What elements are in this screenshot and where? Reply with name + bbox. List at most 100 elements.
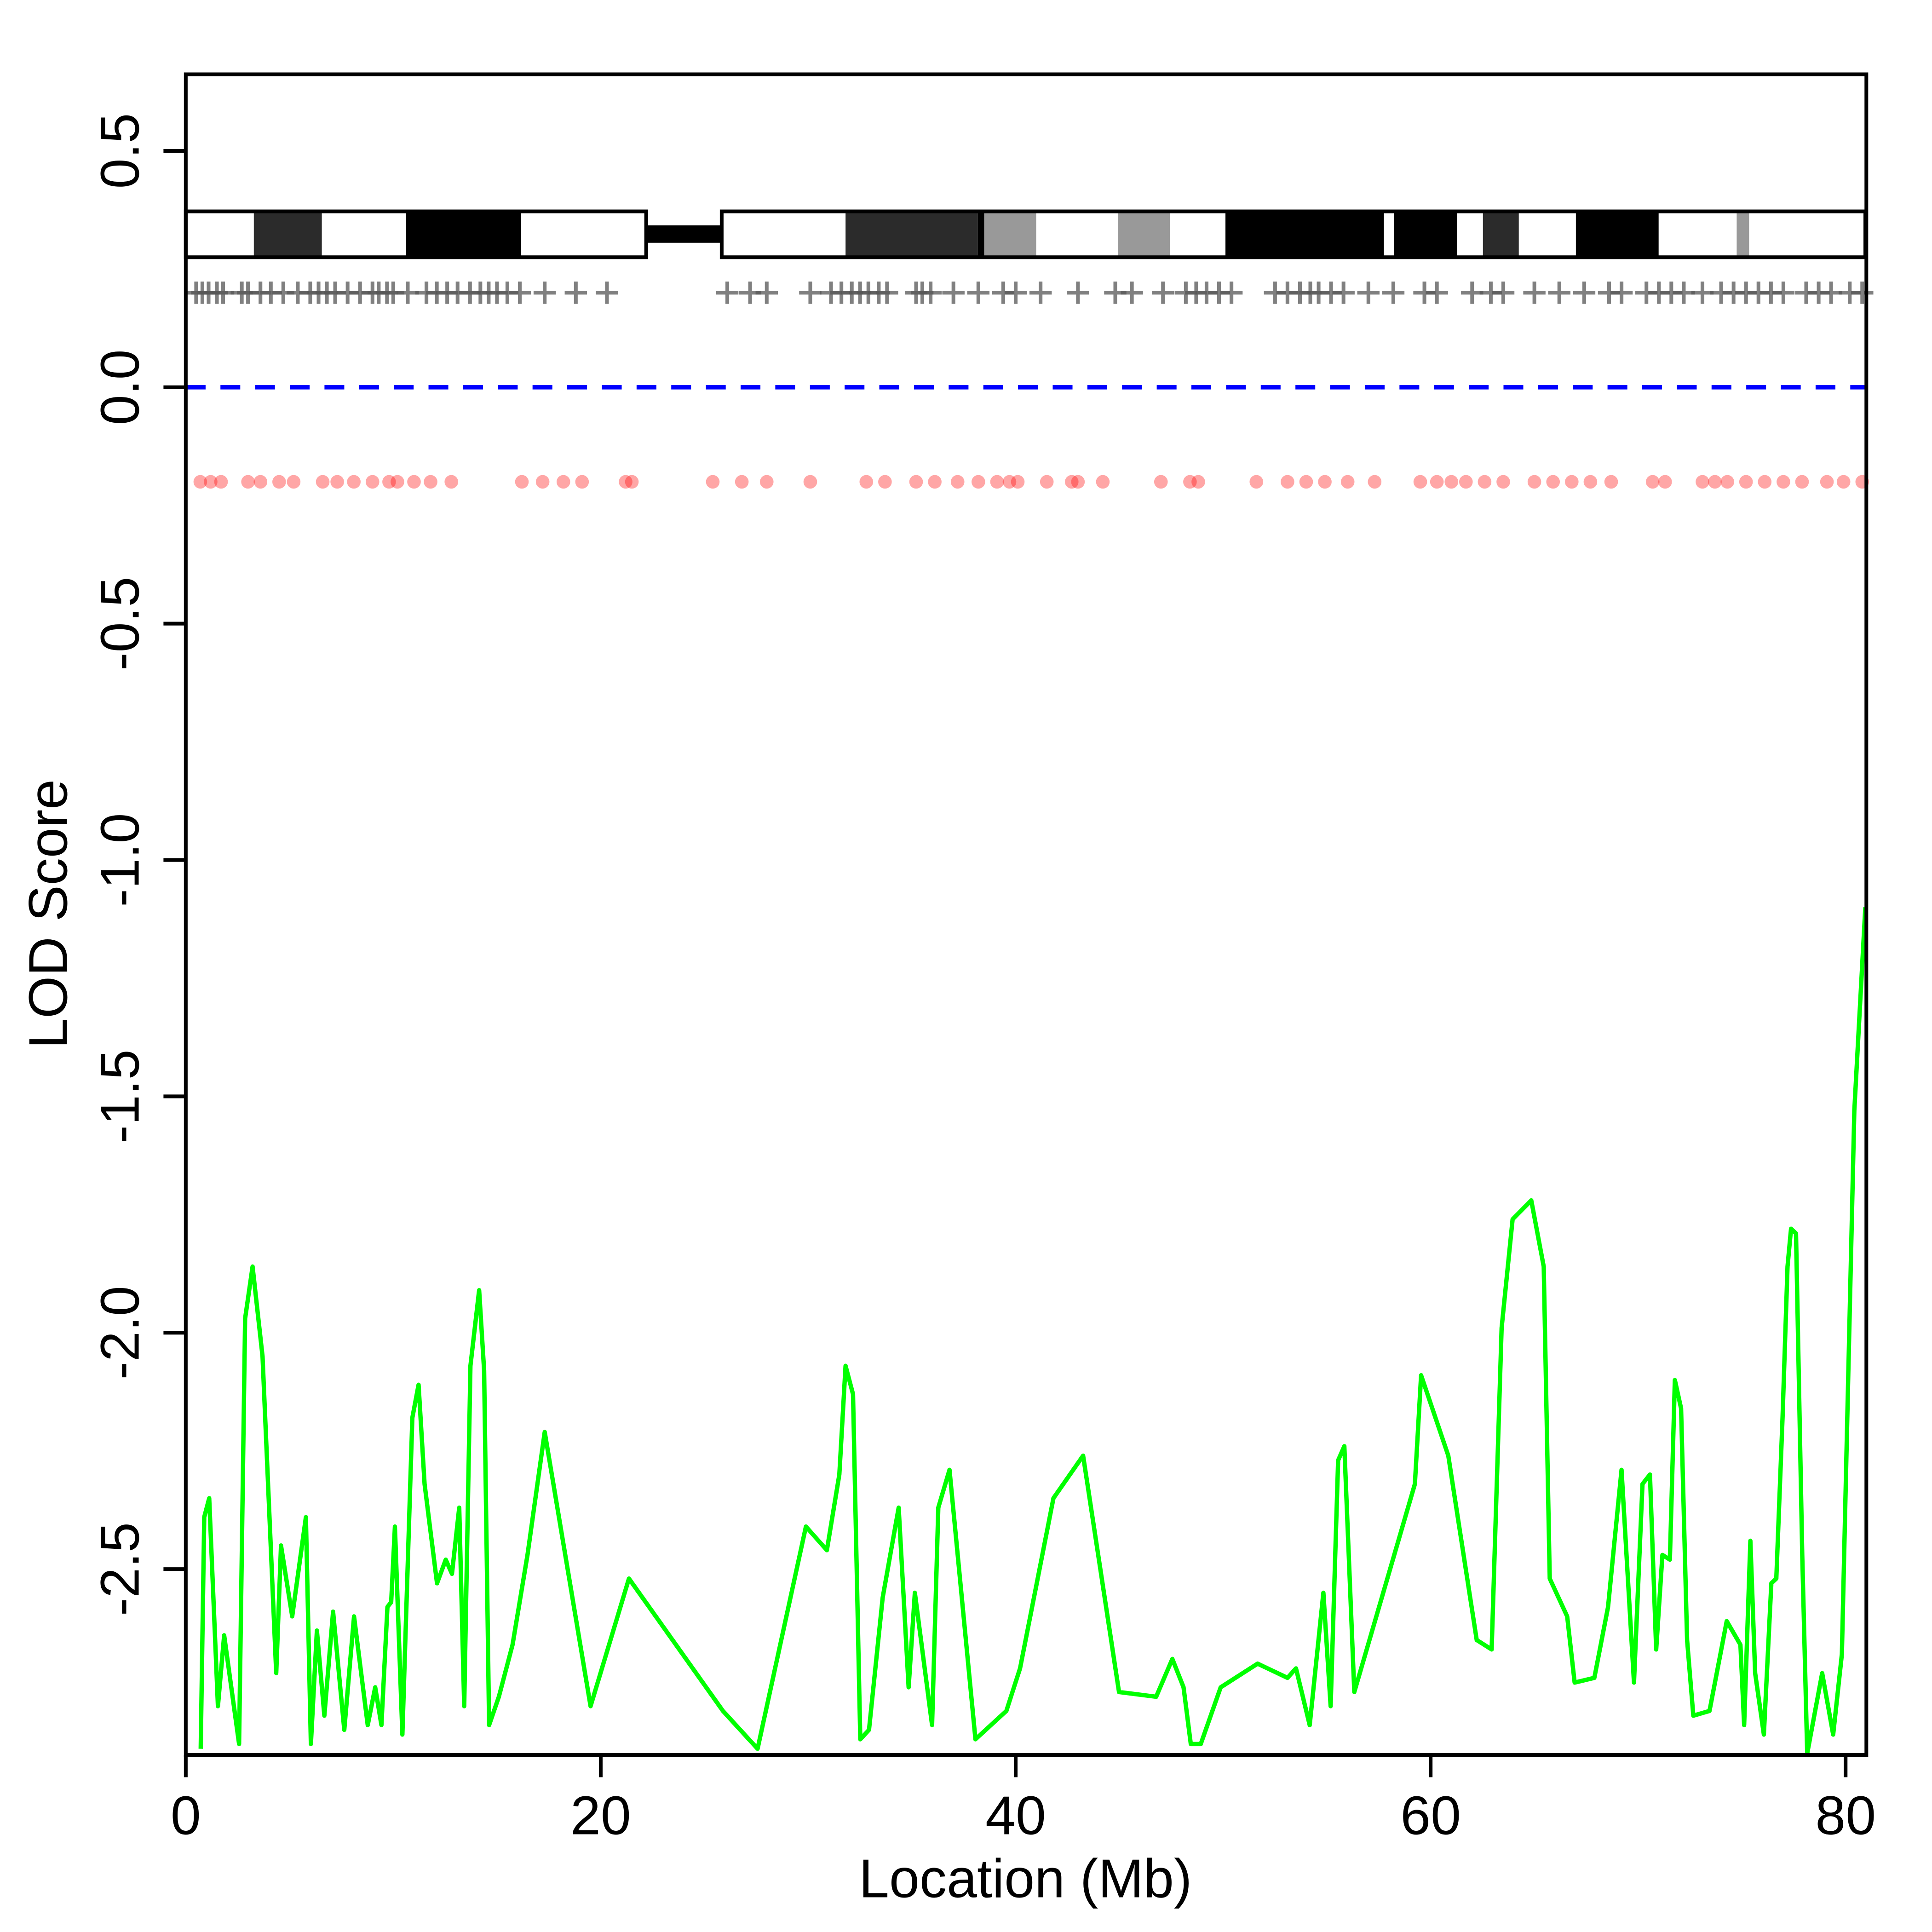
point <box>1478 475 1492 489</box>
ideogram-band <box>1483 211 1519 258</box>
ideogram-band <box>1394 211 1457 258</box>
point <box>287 475 301 489</box>
x-tick-label: 80 <box>1815 1785 1876 1846</box>
point <box>1459 475 1473 489</box>
point <box>1249 475 1264 489</box>
y-tick-label: -2.5 <box>90 1522 151 1616</box>
ideogram-band <box>984 211 1036 258</box>
point <box>556 475 570 489</box>
x-tick-label: 40 <box>985 1785 1046 1846</box>
marker <box>1461 282 1484 304</box>
point <box>1708 475 1722 489</box>
point <box>1071 475 1085 489</box>
marker <box>1121 282 1143 304</box>
marker <box>212 282 235 304</box>
marker <box>596 282 618 304</box>
point <box>1154 475 1168 489</box>
x-tick-label: 0 <box>171 1785 201 1846</box>
point <box>625 475 639 489</box>
marker <box>1029 282 1052 304</box>
point <box>204 475 218 489</box>
point <box>347 475 361 489</box>
marker <box>1673 282 1695 304</box>
ideogram-band <box>253 211 322 258</box>
y-tick-label: 0.5 <box>90 113 151 189</box>
y-tick-label: -1.0 <box>90 813 151 907</box>
ideogram-band <box>1384 211 1394 258</box>
point <box>1413 475 1427 489</box>
marker <box>1523 282 1546 304</box>
point <box>1820 475 1834 489</box>
point <box>735 475 749 489</box>
marker <box>1548 282 1570 304</box>
marker <box>397 282 419 304</box>
marker <box>1067 282 1089 304</box>
point <box>272 475 286 489</box>
x-tick-label: 20 <box>570 1785 631 1846</box>
point <box>759 475 774 489</box>
point <box>365 475 380 489</box>
marker <box>1610 282 1633 304</box>
point <box>1002 475 1017 489</box>
marker <box>1332 282 1355 304</box>
marker <box>508 282 531 304</box>
point <box>444 475 458 489</box>
marker <box>716 282 739 304</box>
point <box>1565 475 1579 489</box>
point <box>241 475 255 489</box>
ideogram-band <box>185 211 254 258</box>
y-tick-label: -1.5 <box>90 1049 151 1143</box>
ideogram-band <box>1736 211 1749 258</box>
point <box>1368 475 1382 489</box>
marker <box>564 282 587 304</box>
point <box>1430 475 1444 489</box>
marker <box>1772 282 1795 304</box>
point <box>1444 475 1459 489</box>
marker <box>755 282 778 304</box>
ideogram-band <box>1658 211 1737 258</box>
ideogram-band <box>1117 211 1170 258</box>
point <box>1096 475 1110 489</box>
y-tick-label: -2.0 <box>90 1286 151 1380</box>
point <box>1720 475 1734 489</box>
marker <box>1220 282 1243 304</box>
ideogram-band <box>721 211 846 258</box>
point <box>1604 475 1618 489</box>
point <box>878 475 892 489</box>
ideogram-band <box>978 211 984 258</box>
point <box>1040 475 1054 489</box>
y-tick-label: -0.5 <box>90 577 151 671</box>
point <box>1299 475 1313 489</box>
point <box>619 475 632 489</box>
ideogram-band <box>845 211 978 258</box>
point <box>1191 475 1205 489</box>
point <box>1527 475 1541 489</box>
point <box>1795 475 1809 489</box>
plot-frame <box>184 72 1869 1757</box>
point <box>1546 475 1560 489</box>
point <box>1658 475 1672 489</box>
marker <box>1357 282 1380 304</box>
point <box>972 475 985 489</box>
point <box>1318 475 1332 489</box>
ideogram-band <box>322 211 406 258</box>
point <box>950 475 965 489</box>
point <box>1183 475 1197 489</box>
point <box>1739 475 1753 489</box>
point <box>193 475 207 489</box>
point <box>990 475 1004 489</box>
ideogram-band <box>1036 211 1118 258</box>
ideogram-band <box>1225 211 1384 258</box>
ideogram-band <box>1170 211 1226 258</box>
marker <box>1851 282 1874 304</box>
marker <box>1691 282 1714 304</box>
point <box>391 475 404 489</box>
point <box>1758 475 1772 489</box>
point <box>316 475 330 489</box>
point <box>909 475 923 489</box>
y-axis-label: LOD Score <box>18 779 79 1049</box>
point <box>1011 475 1025 489</box>
marker <box>876 282 898 304</box>
